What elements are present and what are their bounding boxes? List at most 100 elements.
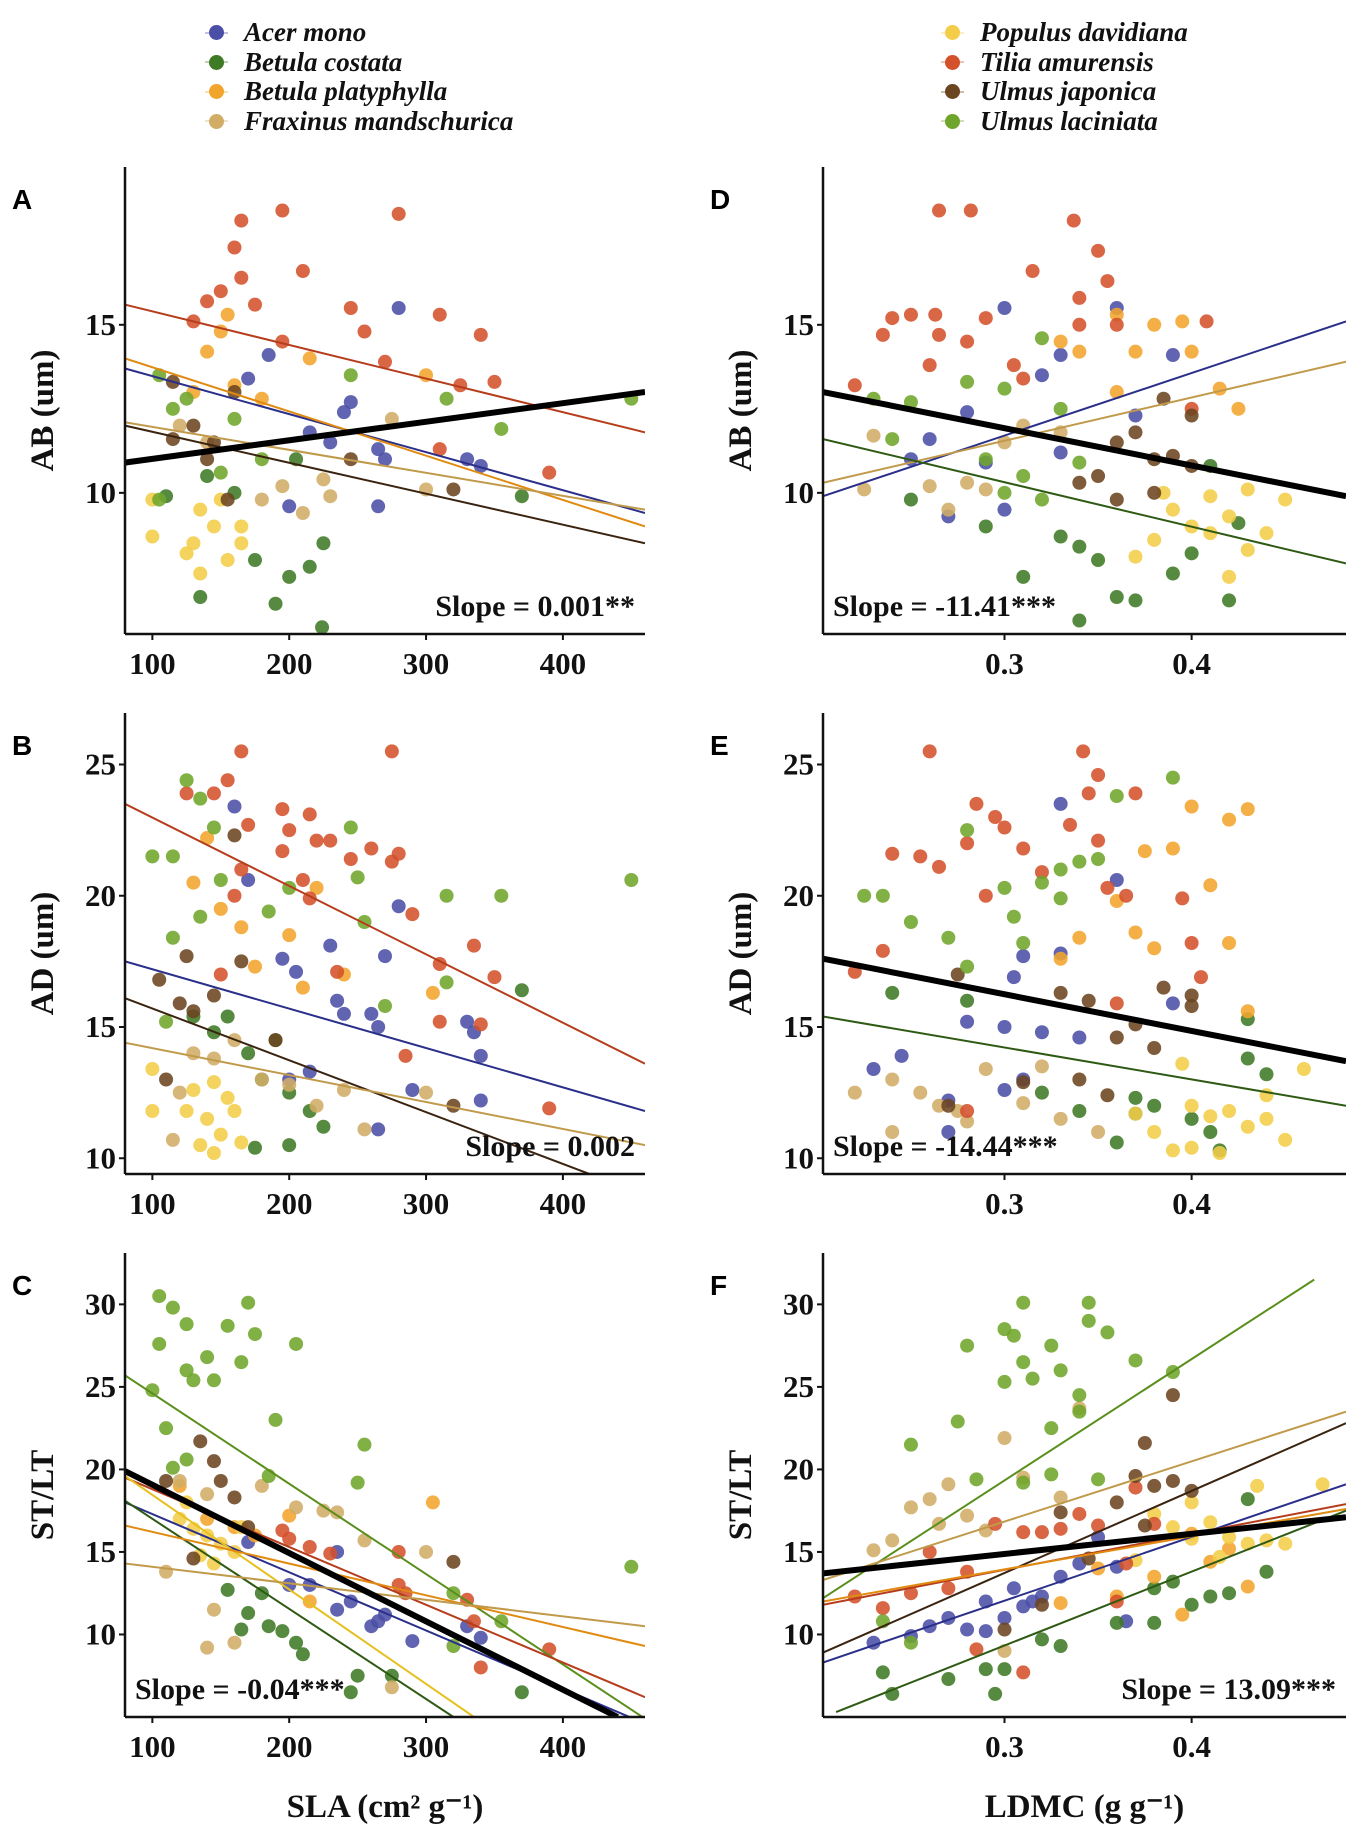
- point-betula-platyphylla: [1212, 381, 1227, 396]
- point-betula-platyphylla: [425, 1495, 440, 1510]
- panel-c: C 10 15 20 25 30 100 200 300 400 ST/LT SLA (cm² g⁻¹…: [12, 1253, 645, 1825]
- point-ulmus-laciniata: [145, 849, 160, 864]
- point-tilia-amurensis: [275, 802, 290, 817]
- legend-marker-icon: [941, 54, 964, 70]
- slope-label: Slope = 0.001**: [435, 590, 635, 623]
- fit-lines: [823, 955, 1346, 1107]
- point-ulmus-laciniata: [357, 1437, 372, 1452]
- point-acer-mono: [460, 1014, 475, 1029]
- ulmus-japonica-fit-line: [823, 1422, 1346, 1654]
- data-points: [847, 744, 1311, 1160]
- point-fraxinus-mandschurica: [316, 1503, 331, 1518]
- legend-marker-icon: [205, 54, 228, 70]
- point-ulmus-laciniata: [152, 492, 167, 507]
- point-fraxinus-mandschurica: [159, 1564, 174, 1579]
- point-ulmus-laciniata: [1072, 455, 1087, 470]
- point-populus-davidiana: [193, 1138, 208, 1153]
- x-tick-label: 0.4: [1172, 646, 1211, 681]
- point-tilia-amurensis: [1006, 358, 1021, 373]
- point-betula-costata: [1240, 1492, 1255, 1507]
- point-tilia-amurensis: [960, 334, 975, 349]
- point-acer-mono: [336, 405, 351, 420]
- point-betula-costata: [1072, 539, 1087, 554]
- point-fraxinus-mandschurica: [206, 1602, 221, 1617]
- point-fraxinus-mandschurica: [941, 502, 956, 517]
- point-tilia-amurensis: [234, 270, 249, 285]
- point-betula-platyphylla: [282, 928, 297, 943]
- point-ulmus-laciniata: [179, 1317, 194, 1332]
- point-ulmus-japonica: [213, 1473, 228, 1488]
- point-ulmus-laciniata: [997, 880, 1012, 895]
- point-tilia-amurensis: [1199, 314, 1214, 329]
- point-betula-platyphylla: [1231, 401, 1246, 416]
- point-betula-costata: [1240, 1051, 1255, 1066]
- point-populus-davidiana: [234, 519, 249, 534]
- slope-label: Slope = 13.09***: [1121, 1673, 1336, 1706]
- point-betula-costata: [885, 985, 900, 1000]
- point-ulmus-laciniata: [494, 888, 509, 903]
- x-tick-label: 100: [129, 1729, 176, 1764]
- point-populus-davidiana: [1128, 549, 1143, 564]
- point-betula-costata: [350, 1668, 365, 1683]
- populus-davidiana-fit-line: [125, 1475, 475, 1717]
- y-tick-label: 10: [783, 1616, 814, 1651]
- point-tilia-amurensis: [432, 442, 447, 457]
- point-populus-davidiana: [206, 1075, 221, 1090]
- point-tilia-amurensis: [487, 374, 502, 389]
- point-acer-mono: [330, 993, 345, 1008]
- point-ulmus-japonica: [1165, 1388, 1180, 1403]
- x-tick-label: 100: [129, 646, 176, 681]
- point-ulmus-laciniata: [350, 1475, 365, 1490]
- point-ulmus-laciniata: [885, 432, 900, 447]
- point-ulmus-laciniata: [997, 1374, 1012, 1389]
- point-fraxinus-mandschurica: [254, 1478, 269, 1493]
- point-ulmus-japonica: [1137, 1518, 1152, 1533]
- point-populus-davidiana: [1222, 509, 1237, 524]
- x-tick-label: 200: [266, 1729, 313, 1764]
- y-tick-label: 30: [85, 1286, 116, 1321]
- point-populus-davidiana: [1147, 532, 1162, 547]
- point-acer-mono: [241, 873, 256, 887]
- point-betula-costata: [1259, 1067, 1274, 1082]
- point-ulmus-japonica: [1072, 475, 1087, 490]
- point-ulmus-japonica: [200, 452, 215, 467]
- point-ulmus-laciniata: [941, 930, 956, 945]
- point-ulmus-laciniata: [1034, 331, 1049, 346]
- y-axis-title: AB (um): [723, 350, 759, 472]
- point-ulmus-japonica: [1109, 1030, 1124, 1045]
- point-betula-costata: [302, 559, 317, 574]
- point-betula-costata: [200, 469, 215, 484]
- point-ulmus-laciniata: [439, 391, 454, 406]
- point-tilia-amurensis: [978, 311, 993, 326]
- point-tilia-amurensis: [875, 943, 890, 958]
- point-tilia-amurensis: [1091, 768, 1106, 782]
- ulmus-laciniata-fit-line: [125, 1374, 645, 1717]
- point-ulmus-laciniata: [179, 773, 194, 788]
- point-tilia-amurensis: [1016, 371, 1031, 386]
- point-tilia-amurensis: [1091, 833, 1106, 848]
- point-ulmus-japonica: [193, 1434, 208, 1449]
- point-acer-mono: [227, 799, 242, 814]
- point-ulmus-laciniata: [494, 421, 509, 436]
- point-tilia-amurensis: [1016, 841, 1031, 856]
- point-ulmus-laciniata: [1081, 1313, 1096, 1328]
- fit-lines: [823, 1278, 1346, 1713]
- point-betula-costata: [514, 1685, 529, 1700]
- point-fraxinus-mandschurica: [419, 1544, 434, 1559]
- point-acer-mono: [261, 348, 276, 363]
- point-populus-davidiana: [1315, 1477, 1330, 1492]
- point-betula-costata: [960, 993, 975, 1008]
- point-populus-davidiana: [1240, 1119, 1255, 1134]
- panel-d: D 10 15 0.3 0.4 AB (um) Slope = -11.41***: [710, 167, 1346, 681]
- fit-lines: [125, 1374, 645, 1717]
- panel-f: F 10 15 20 25 30 0.3 0.4 ST/LT LDMC (g g⁻¹) Slope …: [710, 1253, 1346, 1825]
- slope-label: Slope = -11.41***: [833, 590, 1056, 623]
- point-tilia-amurensis: [542, 1101, 557, 1116]
- point-tilia-amurensis: [1034, 1525, 1049, 1540]
- point-fraxinus-mandschurica: [960, 1114, 975, 1129]
- panel-letter: A: [12, 184, 32, 215]
- point-ulmus-japonica: [227, 828, 242, 843]
- point-betula-costata: [1016, 569, 1031, 584]
- point-ulmus-laciniata: [1006, 909, 1021, 924]
- point-acer-mono: [241, 371, 256, 386]
